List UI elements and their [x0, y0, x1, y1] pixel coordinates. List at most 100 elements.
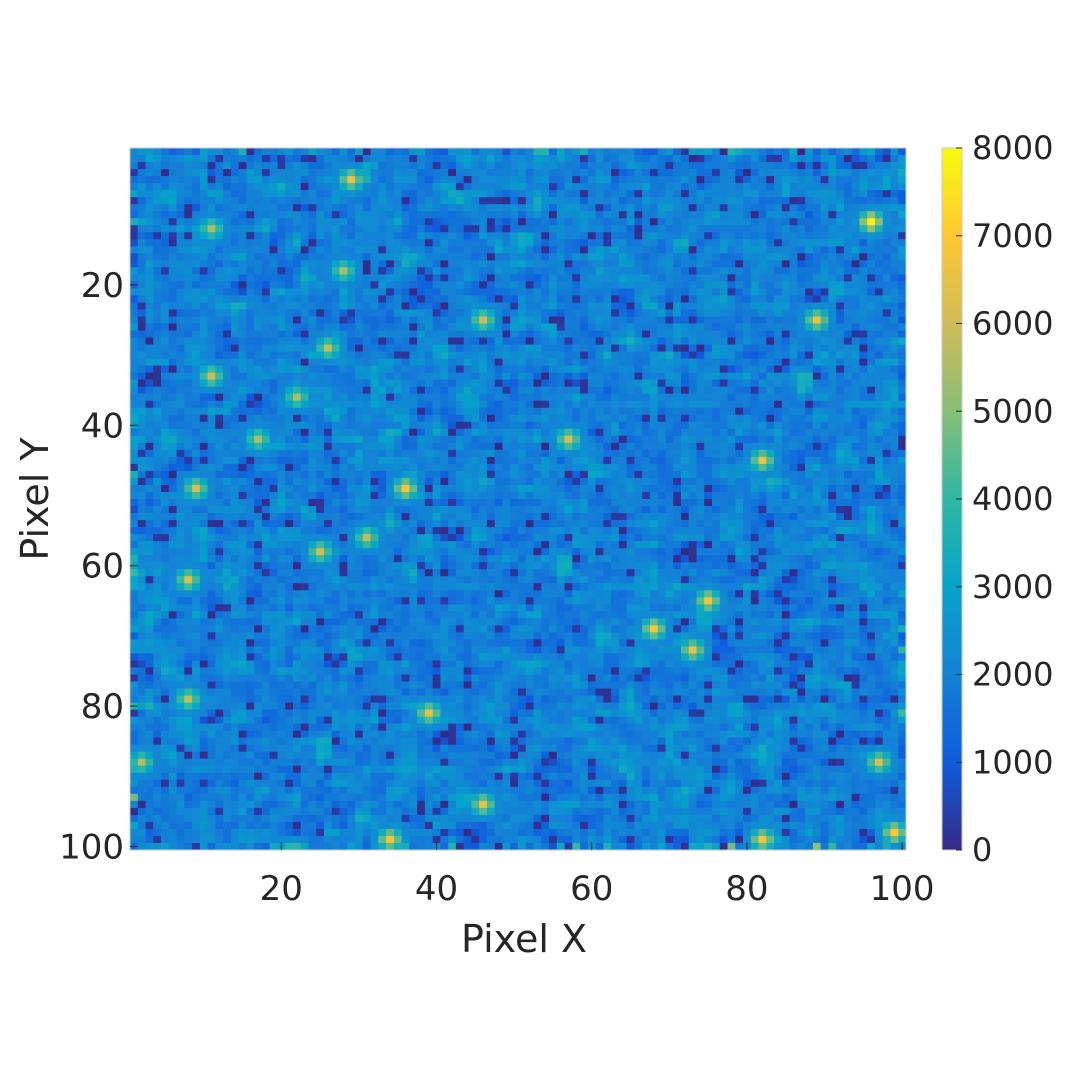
heatmap-cell — [292, 428, 302, 437]
heatmap-cell — [409, 274, 418, 282]
heatmap-cell — [618, 267, 628, 275]
heatmap-cell — [494, 204, 503, 212]
heatmap-cell — [184, 148, 193, 156]
heatmap-cell — [758, 358, 767, 367]
heatmap-cell — [145, 176, 154, 184]
heatmap-cell — [324, 344, 333, 352]
heatmap-cell — [680, 316, 690, 324]
heatmap-cell — [331, 463, 340, 472]
heatmap-cell — [448, 309, 457, 317]
heatmap-cell — [277, 435, 286, 444]
heatmap-cell — [572, 358, 581, 367]
heatmap-cell — [874, 309, 884, 317]
heatmap-cell — [192, 330, 201, 338]
heatmap-cell — [867, 400, 876, 409]
heatmap-cell — [572, 281, 581, 289]
heatmap-cell — [603, 337, 612, 345]
heatmap-cell — [727, 309, 736, 317]
heatmap-cell — [859, 274, 868, 282]
heatmap-cell — [766, 211, 775, 219]
heatmap-cell — [533, 484, 542, 493]
heatmap-cell — [432, 274, 441, 282]
heatmap-cell — [161, 316, 170, 324]
heatmap-cell — [735, 463, 744, 472]
heatmap-cell — [230, 337, 240, 345]
heatmap-cell — [130, 358, 139, 367]
heatmap-cell — [556, 260, 565, 268]
heatmap-cell — [626, 218, 635, 226]
heatmap-cell — [510, 477, 519, 486]
heatmap-cell — [471, 288, 480, 296]
heatmap-cell — [347, 484, 356, 493]
heatmap-cell — [230, 456, 240, 465]
heatmap-cell — [207, 309, 216, 317]
heatmap-cell — [727, 267, 736, 275]
heatmap-cell — [261, 239, 271, 247]
heatmap-cell — [393, 274, 402, 282]
heatmap-cell — [153, 295, 162, 303]
heatmap-cell — [261, 358, 271, 367]
heatmap-cell — [424, 386, 434, 395]
heatmap-cell — [145, 239, 154, 247]
heatmap-cell — [634, 379, 643, 388]
heatmap-cell — [820, 372, 829, 381]
heatmap-cell — [727, 386, 736, 395]
heatmap-cell — [688, 400, 697, 409]
heatmap-cell — [471, 358, 480, 367]
heatmap-cell — [269, 239, 278, 247]
heatmap-cell — [595, 400, 604, 409]
heatmap-cell — [316, 260, 325, 268]
heatmap-cell — [137, 204, 146, 212]
heatmap-cell — [510, 407, 519, 416]
heatmap-cell — [587, 197, 596, 205]
heatmap-cell — [634, 218, 643, 226]
heatmap-cell — [130, 414, 139, 423]
heatmap-cell — [556, 435, 565, 444]
heatmap-cell — [168, 323, 177, 331]
heatmap-cell — [223, 330, 232, 338]
heatmap-cell — [254, 379, 263, 388]
heatmap-cell — [137, 442, 146, 451]
heatmap-cell — [518, 183, 527, 191]
heatmap-cell — [665, 176, 674, 184]
heatmap-cell — [168, 274, 177, 282]
heatmap-cell — [192, 183, 201, 191]
heatmap-cell — [254, 309, 263, 317]
heatmap-cell — [246, 323, 255, 331]
heatmap-cell — [828, 323, 837, 331]
heatmap-cell — [805, 309, 814, 317]
heatmap-cell — [587, 162, 596, 170]
heatmap-cell — [673, 155, 682, 163]
heatmap-cell — [626, 155, 635, 163]
heatmap-cell — [789, 148, 798, 156]
heatmap-cell — [781, 407, 790, 416]
heatmap-cell — [805, 344, 814, 352]
heatmap-cell — [277, 337, 286, 345]
heatmap-cell — [580, 218, 589, 226]
heatmap-cell — [432, 442, 441, 451]
heatmap-cell — [168, 379, 177, 388]
heatmap-cell — [370, 344, 379, 352]
heatmap-cell — [370, 162, 379, 170]
heatmap-cell — [440, 281, 449, 289]
heatmap-cell — [324, 421, 333, 430]
heatmap-cell — [494, 400, 503, 409]
heatmap-cell — [688, 253, 697, 261]
heatmap-cell — [843, 372, 853, 381]
heatmap-cell — [292, 330, 302, 338]
heatmap-cell — [882, 393, 891, 402]
heatmap-cell — [828, 239, 837, 247]
heatmap-cell — [634, 491, 643, 500]
heatmap-cell — [727, 302, 736, 310]
heatmap-cell — [766, 442, 775, 451]
heatmap-cell — [828, 211, 837, 219]
heatmap-cell — [533, 379, 542, 388]
heatmap-cell — [463, 435, 472, 444]
heatmap-cell — [502, 442, 511, 451]
heatmap-cell — [254, 260, 263, 268]
heatmap-cell — [448, 246, 457, 254]
heatmap-cell — [277, 372, 286, 381]
heatmap-cell — [603, 232, 612, 240]
heatmap-cell — [673, 470, 682, 479]
heatmap-cell — [417, 358, 426, 367]
